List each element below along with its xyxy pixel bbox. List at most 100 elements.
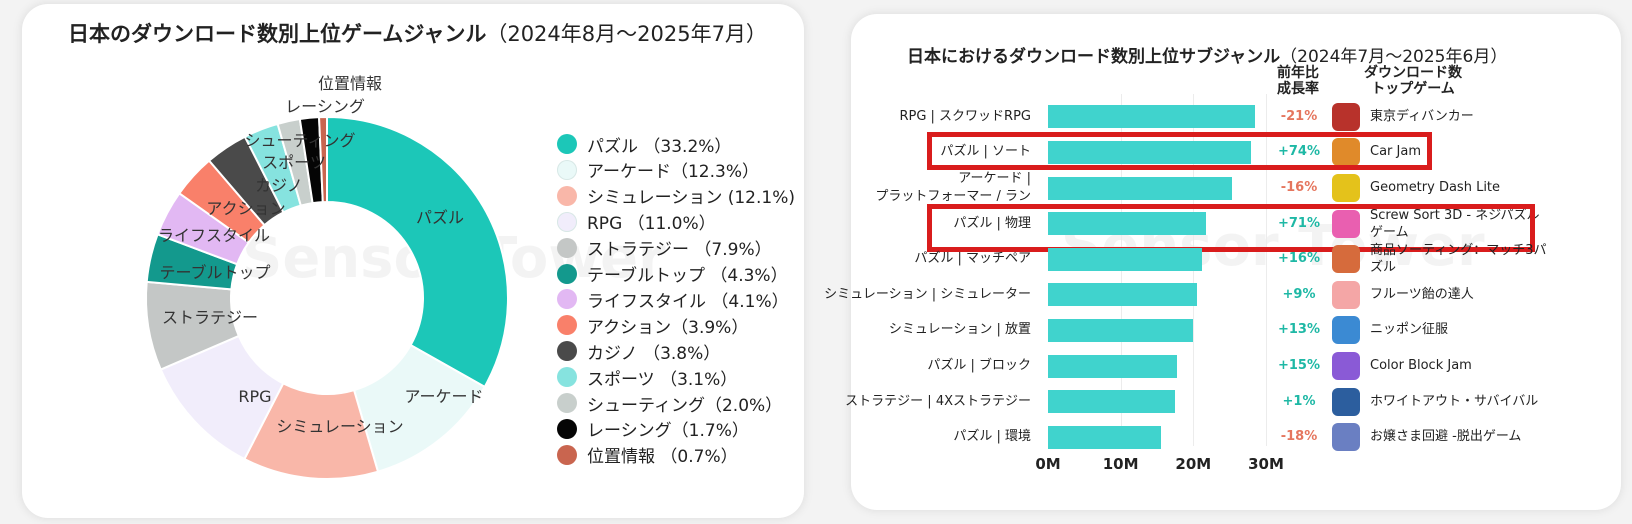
row-label: パズル | 物理 [953, 215, 1031, 231]
legend-color-swatch [557, 418, 577, 439]
legend-label: パズル （33.2%） [587, 136, 732, 157]
donut-slice-1 [326, 115, 509, 389]
game-app-icon [1332, 102, 1360, 131]
game-app-icon [1332, 316, 1360, 345]
growth-rate: +71% [1277, 215, 1320, 231]
donut-slice-label: 位置情報 [318, 74, 382, 93]
row-label: シミュレーション | 放置 [888, 322, 1031, 338]
game-app-icon [1332, 174, 1360, 202]
legend-label: カジノ （3.8%） [587, 343, 721, 364]
legend-color-swatch [557, 444, 577, 465]
legend-item: ストラテジー （7.9%） [557, 237, 772, 260]
bar [1048, 283, 1197, 307]
legend-color-swatch [557, 237, 577, 258]
game-app-icon [1332, 138, 1360, 167]
donut-slice-label: RPG [238, 387, 271, 406]
growth-rate: +9% [1282, 286, 1316, 302]
legend-color-swatch [557, 367, 577, 388]
x-axis-tick: 0M [1035, 455, 1061, 473]
growth-rate: +74% [1277, 144, 1320, 160]
donut-chart-panel: 日本のダウンロード数別上位ゲームジャンル（2024年8月～2025年7月） Se… [22, 4, 804, 518]
top-game-name: お嬢さま回避 -脱出ゲーム [1370, 429, 1522, 445]
legend-label: 位置情報 （0.7%） [587, 447, 738, 468]
growth-rate: +15% [1277, 358, 1320, 373]
legend-label: テーブルトップ （4.3%） [587, 266, 788, 286]
x-axis-tick: 10M [1102, 455, 1139, 473]
legend-color-swatch [557, 315, 577, 336]
legend-label: ライフスタイル （4.1%） [587, 291, 789, 312]
bar [1048, 176, 1232, 200]
growth-rate: -21% [1280, 108, 1318, 124]
donut-chart-title: 日本のダウンロード数別上位ゲームジャンル（2024年8月～2025年7月） [68, 18, 767, 48]
legend-item: パズル （33.2%） [557, 133, 732, 157]
donut-slice-label: レーシング [285, 97, 365, 116]
donut-slice-label: カジノ [255, 176, 303, 195]
legend-color-swatch [557, 393, 577, 413]
highlight-box [927, 203, 1535, 252]
game-app-icon [1332, 352, 1360, 380]
legend-item: アーケード（12.3%） [557, 159, 759, 183]
game-app-icon [1332, 209, 1360, 238]
bar [1048, 425, 1161, 449]
legend-label: シューティング（2.0%） [587, 395, 783, 416]
donut-slice-label: テーブルトップ [159, 263, 270, 282]
legend-color-swatch [557, 341, 577, 362]
top-game-name: Geometry Dash Lite [1370, 180, 1501, 195]
row-label: ストラテジー | 4Xストラテジー [845, 393, 1031, 409]
donut-slice-label: アーケード [404, 387, 483, 406]
bar-chart-title-text: 日本におけるダウンロード数別上位サブジャンル [907, 47, 1281, 67]
top-game-name: ニッポン征服 [1370, 322, 1449, 338]
growth-rate: +16% [1277, 251, 1320, 267]
donut-slice-label: シミュレーション [276, 417, 403, 436]
legend-item: シミュレーション (12.1%) [557, 185, 795, 208]
donut-chart-period: （2024年8月～2025年7月） [486, 22, 767, 46]
row-label: RPG | スクワッドRPG [899, 108, 1031, 124]
game-app-icon [1332, 423, 1360, 452]
row-label: アーケード | プラットフォーマー / ラン [875, 171, 1031, 204]
bar [1048, 247, 1203, 271]
legend-item: アクション（3.9%） [557, 314, 748, 338]
x-axis-tick: 30M [1248, 455, 1284, 473]
bar-chart-period: （2024年7月～2025年6月） [1280, 47, 1508, 67]
legend-label: アーケード（12.3%） [587, 162, 759, 183]
bar-chart-title: 日本におけるダウンロード数別上位サブジャンル（2024年7月～2025年6月） [907, 42, 1507, 67]
x-axis-tick: 20M [1175, 455, 1212, 473]
donut-slice-label: スポーツ [262, 153, 326, 172]
bar [1048, 390, 1176, 414]
grid-line [1266, 94, 1267, 446]
game-app-icon [1332, 387, 1360, 416]
row-label: パズル | ソート [940, 144, 1031, 160]
row-label: パズル | 環境 [953, 429, 1031, 445]
growth-column-header: 前年比 成長率 [1277, 65, 1319, 97]
legend-color-swatch [557, 134, 577, 154]
donut-slice-label: パズル [416, 208, 464, 227]
bar [1048, 212, 1207, 236]
legend-color-swatch [557, 185, 577, 206]
donut-slice-label: ストラテジー [162, 308, 258, 327]
growth-rate: -16% [1280, 180, 1318, 195]
top-game-name: フルーツ飴の達人 [1370, 286, 1474, 302]
top-game-column-header: ダウンロード数 トップゲーム [1364, 65, 1462, 97]
top-game-name: 東京ディバンカー [1370, 108, 1474, 124]
bar-chart-panel: 日本におけるダウンロード数別上位サブジャンル（2024年7月～2025年6月） … [824, 14, 1621, 510]
legend-item: シューティング（2.0%） [557, 392, 783, 416]
legend-item: カジノ （3.8%） [557, 340, 721, 364]
donut-slice-label: シューティング [244, 131, 355, 150]
top-game-name: Color Block Jam [1370, 358, 1472, 373]
growth-rate: +1% [1282, 393, 1316, 409]
donut-chart-title-text: 日本のダウンロード数別上位ゲームジャンル [68, 22, 487, 46]
donut-slice-13 [318, 115, 328, 204]
legend-label: スポーツ （3.1%） [587, 369, 738, 390]
bar [1048, 354, 1178, 378]
legend-item: ライフスタイル （4.1%） [557, 288, 789, 312]
legend-item: RPG （11.0%） [557, 211, 716, 234]
bar-chart: RPG | スクワッドRPG -21% 東京ディバンカーパズル | ソート +74% C… [824, 14, 1621, 510]
bar [1048, 140, 1252, 164]
legend-item: レーシング（1.7%） [557, 418, 749, 441]
row-label: パズル | ブロック [927, 358, 1031, 373]
game-app-icon [1332, 280, 1360, 309]
bar [1048, 318, 1194, 342]
bar [1048, 105, 1256, 129]
game-app-icon [1332, 245, 1360, 274]
legend-color-swatch [557, 159, 577, 180]
